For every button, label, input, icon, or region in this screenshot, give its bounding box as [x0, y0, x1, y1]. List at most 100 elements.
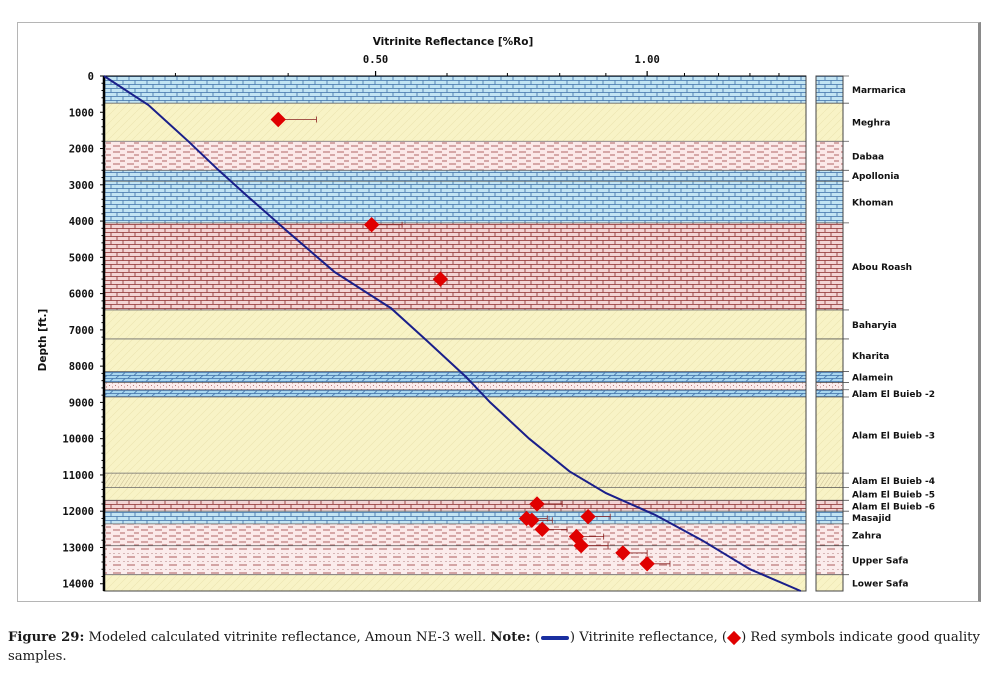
layer-dolomite	[104, 371, 806, 383]
ro-sample-marker	[615, 545, 631, 561]
side-layer-shale	[816, 141, 843, 171]
ro-sample-marker	[524, 512, 540, 528]
side-layer-limestone	[816, 170, 843, 182]
vitrinite-chart: Marmarica Meghra Dabaa Apollonia Khoman Abou …	[37, 36, 935, 592]
ro-sample-marker	[534, 521, 550, 538]
layer-shale	[104, 523, 806, 546]
layer-silty-shale	[104, 545, 806, 575]
y-tick-label: 10000	[62, 434, 94, 446]
measured-ro-markers	[270, 111, 655, 572]
formation-label: Kharita	[852, 352, 889, 362]
y-axis-title: Depth [ft.]	[37, 309, 49, 372]
layer-dolomite	[104, 389, 806, 397]
y-tick-label: 3000	[69, 180, 94, 192]
x-axis-title: Vitrinite Reflectance [%Ro]	[373, 36, 534, 48]
layer-sand	[104, 103, 806, 142]
formation-labels: Marmarica Meghra Dabaa Apollonia Khoman Abou …	[852, 86, 935, 589]
ro-sample-marker	[639, 556, 655, 572]
y-tick-label: 0	[88, 71, 94, 83]
layer-limestone	[104, 511, 806, 524]
side-layer-sandy-hatch	[816, 473, 843, 488]
figure-label: Figure 29:	[8, 630, 85, 645]
figure-caption: Figure 29: Modeled calculated vitrinite …	[8, 628, 993, 666]
x-tick-label: 0.50	[363, 54, 388, 66]
side-layer-limestone	[816, 76, 843, 104]
formation-label: Alam El Buieb -5	[852, 490, 935, 500]
legend-line-icon	[540, 635, 569, 640]
layer-sand	[104, 487, 806, 501]
y-tick-label: 12000	[62, 506, 94, 518]
side-layer-silty-shale	[816, 545, 843, 575]
side-layer-limestone	[816, 511, 843, 524]
formation-label: Khoman	[852, 199, 893, 209]
layer-limestone	[104, 76, 806, 104]
layer-shale	[104, 141, 806, 171]
formation-label: Lower Safa	[852, 579, 908, 589]
side-layer-dolomite	[816, 371, 843, 383]
side-layer-sand	[816, 487, 843, 501]
axes	[102, 75, 806, 591]
formation-label: Alam El Buieb -6	[852, 502, 935, 512]
side-layer-shaly-limestone	[816, 500, 843, 512]
layer-silt	[104, 382, 806, 390]
formation-label: Zahra	[852, 531, 882, 541]
layer-sandy-hatch	[104, 473, 806, 488]
side-layer-shale	[816, 523, 843, 546]
side-column-border	[815, 75, 844, 592]
side-layer-sand	[816, 396, 843, 474]
ro-sample-marker	[529, 496, 545, 512]
formation-label: Apollonia	[852, 172, 900, 182]
y-tick-label: 8000	[69, 361, 94, 373]
side-layer-sand	[816, 574, 843, 591]
side-layer-shaly-limestone	[816, 222, 843, 310]
formation-label: Alam El Buieb -4	[852, 477, 935, 487]
layer-limestone	[104, 170, 806, 182]
ro-sample-marker	[270, 111, 286, 128]
formation-label: Alamein	[852, 374, 893, 384]
lithology-column-main	[103, 75, 807, 592]
ro-sample-marker	[432, 271, 449, 287]
layer-limestone	[104, 181, 806, 223]
formation-label: Marmarica	[852, 86, 906, 96]
ro-sample-marker	[580, 508, 596, 525]
y-tick-label: 14000	[62, 579, 94, 591]
y-tick-label: 7000	[69, 325, 94, 337]
formation-label: Upper Safa	[852, 557, 908, 567]
caption-text-2: (	[530, 630, 540, 645]
layer-shaly-limestone	[104, 222, 806, 310]
side-layer-sand	[816, 103, 843, 142]
y-tick-label: 4000	[69, 216, 94, 228]
y-axis-ticks: 0 1000 2000 3000 4000 5000 6000 7000 8000 9000 100…	[62, 71, 104, 591]
side-layer-sand	[816, 309, 843, 339]
side-layer-silt	[816, 382, 843, 390]
formation-label: Dabaa	[852, 152, 884, 162]
lithology-column-side	[815, 75, 849, 592]
layer-sand	[104, 396, 806, 474]
y-tick-label: 13000	[62, 542, 94, 554]
formation-label: Abou Roash	[852, 263, 912, 273]
caption-text-1: Modeled calculated vitrinite reflectance…	[84, 630, 491, 645]
layer-sand	[104, 309, 806, 339]
y-tick-label: 2000	[69, 144, 94, 156]
caption-text-3: ) Vitrinite reflectance, (	[569, 630, 728, 645]
ro-sample-marker	[573, 537, 589, 554]
side-layer-dolomite	[816, 389, 843, 397]
y-tick-label: 6000	[69, 289, 94, 301]
formation-label: Alam El Buieb -2	[852, 390, 935, 400]
x-tick-label: 1.00	[634, 54, 659, 66]
legend-diamond-icon	[727, 630, 742, 645]
formation-label: Alam El Buieb -3	[852, 432, 935, 442]
y-tick-label: 5000	[69, 252, 94, 264]
y-tick-label: 9000	[69, 397, 94, 409]
caption-text-4: ) Red symbols indicate good quality samp…	[8, 630, 980, 664]
x-axis-ticks: 0.50 1.00	[174, 54, 780, 76]
layer-sand	[104, 574, 806, 591]
ro-sample-marker	[363, 216, 380, 233]
side-layer-limestone	[816, 181, 843, 223]
note-label: Note:	[490, 630, 531, 645]
formation-label: Masajid	[852, 514, 891, 524]
formation-label: Meghra	[852, 119, 890, 129]
y-tick-label: 1000	[69, 107, 94, 119]
modeled-ro-line	[103, 75, 802, 592]
side-layer-sand	[816, 338, 843, 372]
